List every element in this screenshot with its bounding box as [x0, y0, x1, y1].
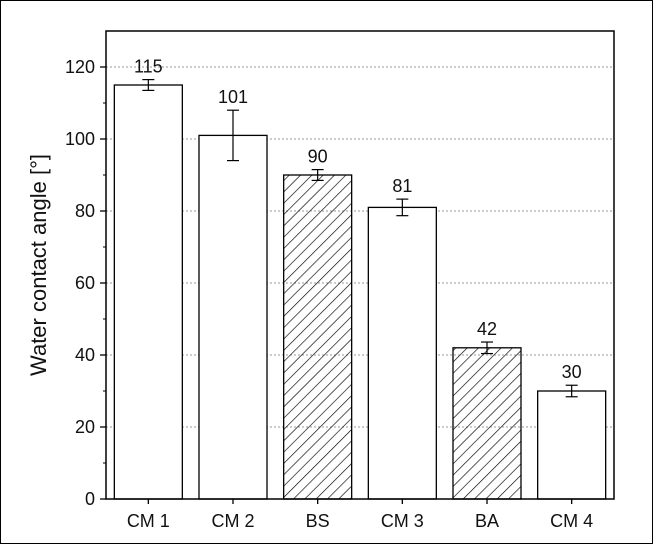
gridlines	[106, 66, 614, 428]
data-label: 81	[392, 176, 412, 196]
bar	[113, 84, 183, 500]
y-tick-label: 80	[75, 201, 95, 221]
x-tick-label: BA	[475, 511, 499, 531]
data-label: 101	[218, 87, 248, 107]
data-label: 30	[562, 362, 582, 382]
y-tick-label: 60	[75, 273, 95, 293]
y-tick-label: 0	[85, 489, 95, 509]
bar	[283, 174, 353, 500]
data-label: 42	[477, 319, 497, 339]
axes: CM 1 CM 2 BS CM 3 BA CM 4 0 20 40 60 80 100 120	[65, 30, 615, 531]
data-label: 90	[308, 147, 328, 167]
bar	[537, 390, 607, 500]
x-tick-label: BS	[306, 511, 330, 531]
y-tick-label: 20	[75, 417, 95, 437]
bar	[198, 134, 268, 500]
x-tick-label: CM 4	[550, 511, 593, 531]
x-tick-label: CM 1	[127, 511, 170, 531]
plot-border	[105, 30, 615, 500]
bar	[367, 206, 437, 500]
x-tick-label: CM 3	[381, 511, 424, 531]
y-tick-label: 100	[65, 129, 95, 149]
data-label: 115	[134, 57, 163, 77]
bars: 115 101 90 81 42 30	[113, 57, 607, 500]
x-tick-label: CM 2	[211, 511, 254, 531]
y-tick-label: 40	[75, 345, 95, 365]
y-axis-title: Water contact angle [°]	[26, 154, 51, 376]
y-tick-label: 120	[65, 57, 95, 77]
bar	[452, 347, 522, 500]
